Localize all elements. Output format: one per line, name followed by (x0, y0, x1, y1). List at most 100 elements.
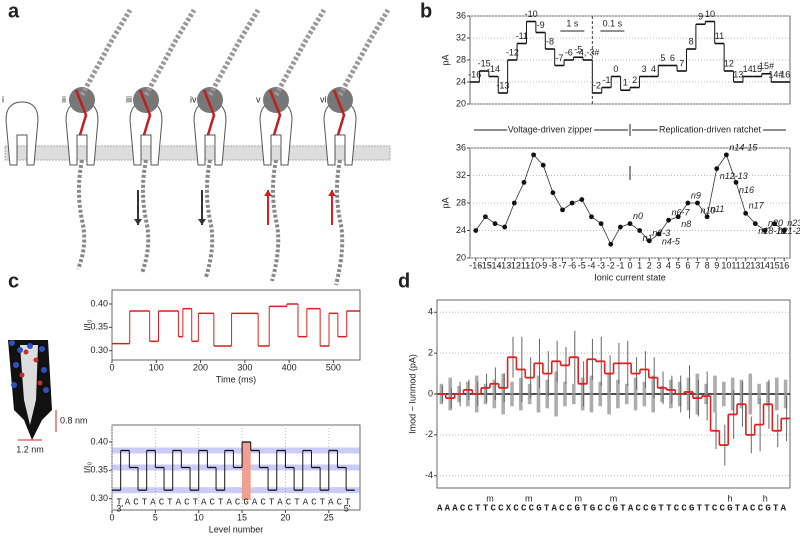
y-axis-label: Imod − Iunmod (pA) (407, 354, 417, 434)
x-tick-label: 300 (237, 362, 252, 372)
state-label: 14# (768, 69, 783, 79)
dna-upper (79, 8, 133, 97)
control-error-bar (466, 381, 470, 407)
state-label: -10 (525, 9, 538, 19)
control-error-bar (448, 377, 453, 411)
point-label: n23-24 (787, 218, 800, 228)
panel-label: d (398, 270, 410, 292)
point-label: n6-7 (672, 208, 691, 218)
y-tick-label: 20 (456, 98, 466, 108)
dna-lower (204, 159, 215, 278)
x-tick-label: 0 (109, 512, 114, 522)
state-label: -12 (506, 47, 519, 57)
point (627, 221, 633, 227)
arrow-head (264, 190, 272, 196)
stage-label: v (256, 94, 261, 104)
point-label: n11 (710, 204, 724, 214)
residue (19, 372, 25, 378)
point-label: n9 (691, 190, 701, 200)
mod-label: m (610, 493, 618, 503)
point (608, 241, 614, 247)
point (560, 207, 565, 213)
x-tick-label: -5 (578, 260, 586, 270)
y-tick-label: 0.35 (90, 465, 108, 475)
polymerase (69, 87, 95, 113)
x-tick-label: -8 (549, 260, 557, 270)
y-tick-label: -2 (425, 429, 433, 439)
dna-red (74, 89, 88, 136)
point (502, 224, 508, 230)
scale-label: 0.1 s (603, 18, 623, 28)
control-error-bar (527, 383, 532, 405)
x-axis-label: Time (ms) (216, 374, 256, 384)
mod-label: m (525, 493, 533, 503)
point (646, 238, 652, 244)
control-error-bar (545, 379, 550, 409)
point (569, 200, 575, 206)
state-label: -1 (602, 75, 610, 85)
x-tick-label: -7 (559, 260, 567, 270)
dna-upper (273, 8, 327, 97)
dna-red (138, 89, 152, 136)
x-tick-label: 10 (721, 260, 731, 270)
point (695, 200, 700, 206)
control-error-bar (704, 383, 708, 405)
scale-label: 1 s (566, 18, 579, 28)
control-error-bar (766, 381, 770, 407)
control-error-bar (757, 383, 761, 405)
control-error-bar (598, 381, 603, 407)
point (473, 228, 479, 233)
y-tick-label: -4 (425, 470, 433, 480)
control-error-bar (483, 383, 488, 405)
control-error-bar (589, 375, 594, 413)
point-label: n2-3 (652, 228, 670, 238)
state-label: 15# (759, 61, 774, 71)
mod-label: h (763, 493, 768, 503)
dna-red (202, 89, 216, 136)
x-tick-label: -3 (597, 260, 605, 270)
state-label: -8 (546, 36, 554, 46)
state-label: 14 (743, 64, 753, 74)
mod-label: m (574, 493, 582, 503)
control-error-bar (624, 383, 629, 405)
x-tick-label: 3 (656, 260, 661, 270)
state-label: 15 (752, 64, 762, 74)
control-error-bar (739, 379, 744, 409)
x-tick-label: 100 (149, 362, 164, 372)
dimension-label: 0.8 nm (60, 415, 88, 425)
plot-frame (111, 289, 361, 361)
x-tick-label: -16 (469, 260, 482, 270)
x-tick-label: 400 (282, 362, 297, 372)
y-axis-label: pA (440, 54, 450, 65)
dna-red (332, 89, 346, 136)
stage-label: vi (320, 94, 327, 104)
state-label: 7 (679, 58, 684, 68)
point (550, 190, 556, 196)
point (511, 200, 517, 206)
y-tick-label: 24 (456, 225, 466, 235)
control-error-bar (510, 381, 514, 407)
residue (39, 346, 45, 352)
x-tick-label: 13 (750, 260, 760, 270)
annotation: Voltage-driven zipper (508, 124, 593, 134)
control-error-bar (554, 371, 558, 417)
polymerase (263, 87, 289, 113)
arrow-head (134, 219, 142, 225)
residue (11, 382, 17, 388)
x-tick-label: -4 (587, 260, 595, 270)
point-label: n10 (700, 205, 715, 215)
x-tick-label: 9 (714, 260, 719, 270)
point (666, 217, 671, 223)
x-tick-label: -11 (518, 260, 530, 270)
x-tick-label: -15 (479, 260, 492, 270)
y-tick-label: 28 (456, 197, 466, 207)
control-error-bar (563, 381, 567, 407)
y-tick-label: 4 (428, 307, 433, 317)
state-label: 12 (724, 58, 734, 68)
point (704, 214, 710, 220)
point (598, 221, 604, 227)
x-tick-label: 6 (685, 260, 690, 270)
pore (5, 101, 39, 166)
point-label: n4-5 (662, 236, 681, 246)
